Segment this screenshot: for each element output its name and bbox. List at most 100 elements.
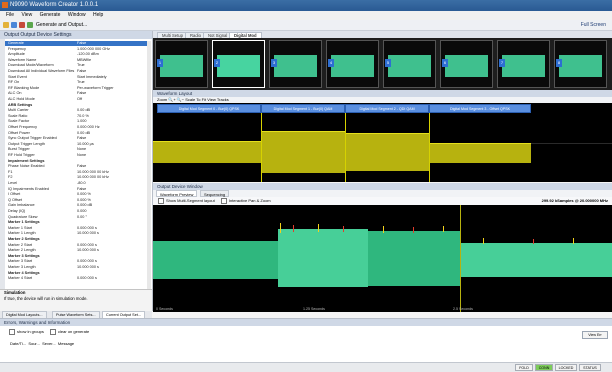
property-value[interactable]: 10.000 μs	[77, 141, 94, 146]
property-category[interactable]: Marker 1 Settings	[5, 220, 151, 225]
property-value[interactable]: 1.000 000 000 GHz	[77, 46, 110, 51]
property-row[interactable]: ALC Hold Mode Off	[5, 97, 151, 102]
property-category[interactable]: ARB Settings	[5, 103, 151, 108]
property-value[interactable]: -80.0	[77, 181, 86, 185]
property-row[interactable]: I Offset 0.000 %	[5, 192, 151, 197]
property-row[interactable]: Marker 1 Length 10.000 000 s	[5, 231, 151, 236]
stop-icon[interactable]	[19, 22, 25, 28]
property-value[interactable]: Start Immediately	[77, 74, 107, 79]
property-value[interactable]: 10.000 000 s	[77, 231, 99, 236]
generate-icon[interactable]	[27, 22, 33, 28]
property-row[interactable]: Marker 3 Start 0.000 000 s	[5, 259, 151, 264]
waveform-layout-view[interactable]: Digital Mod Segment 0 - Bur(0) QPSK Digi…	[153, 103, 612, 182]
zoom-out-icon[interactable]: 🔍−	[176, 97, 185, 102]
thumbnail-1[interactable]: 1	[155, 40, 208, 88]
properties-scrollbar[interactable]	[147, 41, 151, 297]
zoom-in-icon[interactable]: 🔍+	[168, 97, 176, 102]
segment-label-0[interactable]: Digital Mod Segment 0 - Bur(0) QPSK	[157, 104, 261, 113]
property-row[interactable]: F2 10.000 000 00 kHz	[5, 175, 151, 180]
property-row[interactable]: Scale Ratio 70.0 %	[5, 114, 151, 119]
property-row[interactable]: RF Hold Trigger None	[5, 153, 151, 158]
property-row[interactable]: Multi Carrier 0.00 dB	[5, 108, 151, 113]
property-value[interactable]: MBWfile	[77, 57, 92, 62]
property-row[interactable]: Delay (IQ) 0.000	[5, 209, 151, 214]
show-groups-checkbox[interactable]	[9, 328, 15, 335]
zoom-button[interactable]: Zoom	[157, 97, 168, 102]
menu-help[interactable]: Help	[93, 12, 104, 18]
property-row[interactable]: Level -80.0	[5, 181, 151, 186]
property-value[interactable]: Per-waveform Trigger	[77, 85, 114, 90]
open-icon[interactable]	[3, 22, 9, 28]
thumbnail-8[interactable]: 8	[554, 40, 607, 88]
property-row[interactable]: Offset Frequency 0.000 000 Hz	[5, 125, 151, 130]
clear-on-generate-checkbox[interactable]	[50, 328, 57, 335]
menu-window[interactable]: Window	[67, 12, 86, 18]
property-value[interactable]: 0.000 000 s	[77, 225, 97, 230]
save-icon[interactable]	[11, 22, 17, 28]
property-value[interactable]: False	[77, 136, 87, 141]
property-value[interactable]: 0.000	[77, 209, 87, 213]
property-row[interactable]: Generate False	[5, 41, 151, 47]
property-category[interactable]: Impairment Settings	[5, 159, 151, 164]
property-row[interactable]: Marker 2 Length 10.000 000 s	[5, 248, 151, 253]
property-value[interactable]: 0.00 dB	[77, 108, 91, 113]
view-errors-button[interactable]: View Err	[582, 331, 608, 339]
property-row[interactable]: Phase Noise Enabled False	[5, 164, 151, 169]
property-row[interactable]: Marker 1 Start 0.000 000 s	[5, 226, 151, 231]
tab-digital-mod[interactable]: Digital Mod	[229, 32, 262, 38]
property-category[interactable]: Marker 2 Settings	[5, 237, 151, 242]
property-value[interactable]: 0.000 000 Hz	[77, 125, 100, 129]
waveform-preview-plot[interactable]: 0 Seconds 1.25 Seconds 2.5 Seconds	[153, 205, 612, 312]
property-row[interactable]: RF Blanking Mode Per-waveform Trigger	[5, 86, 151, 91]
tab-current-output-set[interactable]: Current Output Set...	[102, 311, 146, 318]
property-value[interactable]: False	[77, 164, 87, 169]
property-value[interactable]: 0.000 %	[77, 192, 91, 197]
thumbnail-2[interactable]: 2	[212, 40, 265, 88]
property-value[interactable]: 0.000 %	[77, 197, 91, 202]
property-row[interactable]: IQ Impairments Enabled False	[5, 187, 151, 192]
property-row[interactable]: Marker 4 Start 0.000 000 s	[5, 276, 151, 281]
multi-segment-checkbox[interactable]	[158, 197, 164, 204]
property-row[interactable]: Start Event Start Immediately	[5, 75, 151, 80]
property-value[interactable]: 10.000 000 00 kHz	[77, 175, 109, 180]
column-message[interactable]: Message	[57, 341, 75, 346]
property-row[interactable]: Marker 2 Start 0.000 000 s	[5, 243, 151, 248]
property-value[interactable]: 0.000 000 s	[77, 242, 97, 247]
column-severity[interactable]: Sever...	[42, 341, 56, 346]
property-value[interactable]: None	[77, 147, 87, 152]
property-value[interactable]: Off	[77, 97, 82, 101]
property-value[interactable]: True	[77, 80, 85, 85]
property-value[interactable]: False	[77, 91, 87, 96]
property-category[interactable]: Marker 3 Settings	[5, 254, 151, 259]
property-value[interactable]: 0.000 000 s	[77, 276, 97, 281]
tab-sequencing[interactable]: Sequencing	[200, 190, 230, 197]
column-source[interactable]: Sour...	[28, 341, 40, 346]
property-value[interactable]: False	[77, 186, 87, 191]
scale-to-fit-button[interactable]: Scale To Fit	[185, 97, 207, 102]
thumbnail-7[interactable]: 7	[497, 40, 550, 88]
property-row[interactable]: Waveform Name MBWfile	[5, 58, 151, 63]
pan-zoom-checkbox[interactable]	[220, 197, 227, 204]
property-row[interactable]: Quadrature Skew 0.00 °	[5, 215, 151, 220]
property-value[interactable]: 70.0 %	[77, 113, 89, 118]
thumbnail-5[interactable]: 5	[383, 40, 436, 88]
tab-pulse-waveform-sets[interactable]: Pulse Waveform Sets...	[52, 311, 100, 318]
property-value[interactable]: 0.00 dB	[77, 130, 91, 135]
property-value[interactable]: False	[77, 69, 87, 73]
property-category[interactable]: Marker 4 Settings	[5, 271, 151, 276]
segment-label-1[interactable]: Digital Mod Segment 1 - Bur(0) QAM	[261, 104, 345, 113]
property-row[interactable]: F1 10.000 000 00 kHz	[5, 170, 151, 175]
tab-waveform-preview[interactable]: Waveform Preview	[156, 190, 198, 197]
property-value[interactable]: False	[77, 41, 87, 45]
property-row[interactable]: ALC On False	[5, 91, 151, 96]
property-row[interactable]: Frequency 1.000 000 000 GHz	[5, 47, 151, 52]
property-row[interactable]: Q Offset 0.000 %	[5, 198, 151, 203]
menu-file[interactable]: File	[6, 12, 15, 18]
property-value[interactable]: True	[77, 63, 85, 68]
property-value[interactable]: -120.00 dBm	[77, 52, 99, 57]
property-row[interactable]: Sync Output Trigger Enabled False	[5, 136, 151, 141]
property-value[interactable]: 10.000 000 s	[77, 265, 99, 269]
property-value[interactable]: 10.000 000 00 kHz	[77, 169, 109, 174]
menu-view[interactable]: View	[21, 12, 33, 18]
column-date[interactable]: Date/Ti...	[10, 341, 27, 346]
